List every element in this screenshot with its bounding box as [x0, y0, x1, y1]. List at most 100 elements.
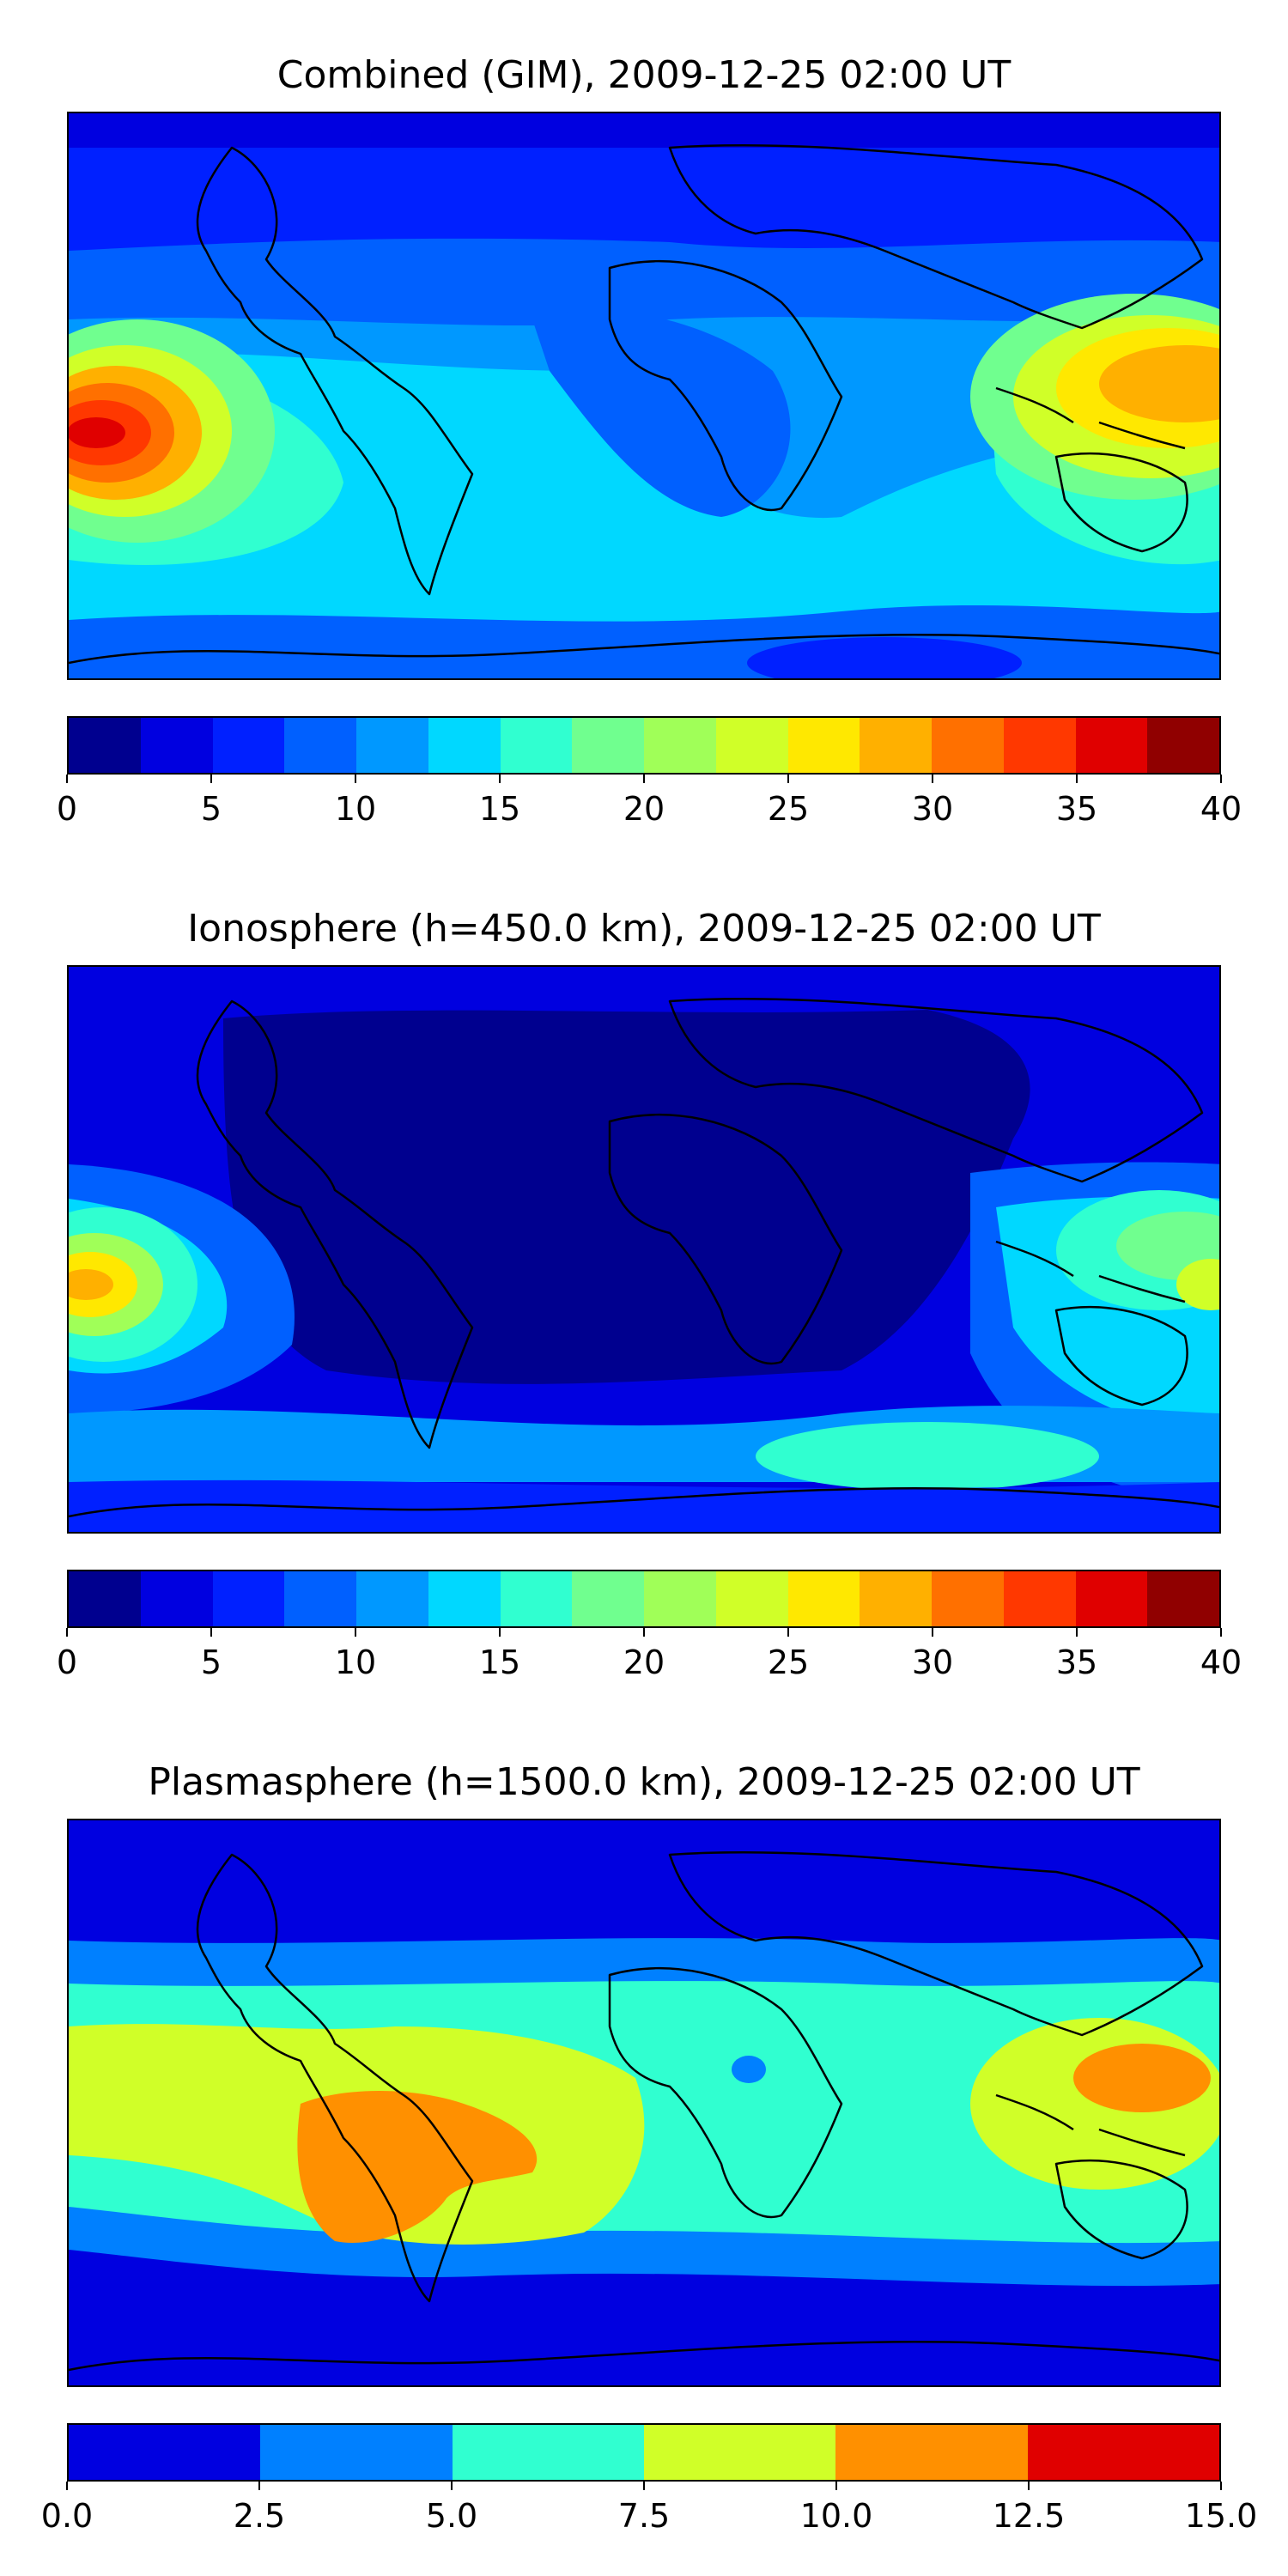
map-combined-gim [67, 112, 1221, 680]
colorbar-tick-label: 35 [1055, 1643, 1098, 1681]
colorbar-tick [643, 2482, 645, 2490]
colorbar-tick [355, 775, 356, 783]
colorbar-tick-label: 10 [334, 1643, 377, 1681]
colorbar-segment [69, 1571, 141, 1626]
colorbar-tick [66, 775, 68, 783]
colorbar-tick-label: 40 [1200, 1643, 1242, 1681]
colorbar-tick [643, 1628, 645, 1637]
colorbar-tick [451, 2482, 453, 2490]
colorbar-tick [643, 775, 645, 783]
colorbar-tick [787, 775, 789, 783]
panel-title-plasmasphere: Plasmasphere (h=1500.0 km), 2009-12-25 0… [148, 1760, 1140, 1804]
colorbar-segment [932, 1571, 1004, 1626]
colorbar-segment [643, 2425, 836, 2480]
colorbar-ticks-plasmasphere: 0.0 2.5 5.0 7.5 10.0 12.5 15.0 [41, 2482, 1257, 2535]
colorbar-tick-label: 25 [767, 790, 810, 828]
colorbar-segment [260, 2425, 453, 2480]
colorbar-tick [932, 775, 933, 783]
colorbar-segment [1147, 718, 1219, 773]
colorbar-tick [355, 1628, 356, 1637]
map-ionosphere [67, 965, 1221, 1534]
colorbar-segment [212, 718, 285, 773]
colorbar-segment [284, 1571, 356, 1626]
colorbar-segment [69, 718, 141, 773]
colorbar-plasmasphere [67, 2423, 1221, 2482]
colorbar-tick-label: 30 [911, 790, 954, 828]
colorbar-segment [1075, 1571, 1148, 1626]
colorbar-tick [1028, 2482, 1030, 2490]
colorbar-tick-label: 0 [56, 1643, 78, 1681]
colorbar-tick-label: 10.0 [799, 2497, 873, 2535]
colorbar-tick [66, 2482, 68, 2490]
colorbar-segment [644, 1571, 716, 1626]
colorbar-tick [1220, 775, 1222, 783]
colorbar-tick [499, 1628, 501, 1637]
colorbar-segment [140, 1571, 213, 1626]
colorbar-segment [428, 1571, 501, 1626]
colorbar-tick-label: 5 [200, 790, 222, 828]
colorbar-tick [210, 1628, 212, 1637]
colorbar-segment [1027, 2425, 1219, 2480]
colorbar-tick-label: 0.0 [40, 2497, 94, 2535]
colorbar-tick-label: 15.0 [1184, 2497, 1258, 2535]
colorbar-segment [356, 718, 428, 773]
colorbar-tick [835, 2482, 837, 2490]
colorbar-segment [500, 1571, 573, 1626]
colorbar-tick-label: 5 [200, 1643, 222, 1681]
colorbar-tick-label: 7.5 [617, 2497, 671, 2535]
colorbar-tick [66, 1628, 68, 1637]
map-plasmasphere [67, 1819, 1221, 2387]
colorbar-segment [835, 2425, 1028, 2480]
colorbar-segment [1003, 1571, 1076, 1626]
colorbar-tick-label: 2.5 [233, 2497, 286, 2535]
colorbar-segment [212, 1571, 285, 1626]
colorbar-tick-label: 15 [478, 1643, 521, 1681]
colorbar-segment [932, 718, 1004, 773]
colorbar-segment [860, 1571, 932, 1626]
colorbar-ticks-ionosphere: 0 5 10 15 20 25 30 35 40 [57, 1628, 1242, 1681]
colorbar-tick [1220, 2482, 1222, 2490]
colorbar-segment [644, 718, 716, 773]
colorbar-segment [428, 718, 501, 773]
colorbar-segment [715, 718, 788, 773]
panel-title-combined: Combined (GIM), 2009-12-25 02:00 UT [276, 53, 1012, 97]
colorbar-segment [1003, 718, 1076, 773]
colorbar-tick [258, 2482, 260, 2490]
colorbar-segment [140, 718, 213, 773]
colorbar-tick [499, 775, 501, 783]
colorbar-tick-label: 10 [334, 790, 377, 828]
colorbar-ionosphere [67, 1570, 1221, 1628]
colorbar-segment [787, 718, 860, 773]
colorbar-tick [1076, 1628, 1078, 1637]
colorbar-tick-label: 12.5 [992, 2497, 1066, 2535]
colorbar-tick-label: 30 [911, 1643, 954, 1681]
colorbar-tick-label: 20 [623, 790, 665, 828]
colorbar-tick-label: 25 [767, 1643, 810, 1681]
colorbar-segment [572, 1571, 644, 1626]
colorbar-combined [67, 716, 1221, 775]
colorbar-tick-label: 40 [1200, 790, 1242, 828]
colorbar-segment [572, 718, 644, 773]
colorbar-segment [500, 718, 573, 773]
colorbar-tick-label: 20 [623, 1643, 665, 1681]
colorbar-tick-label: 0 [56, 790, 78, 828]
colorbar-tick-label: 35 [1055, 790, 1098, 828]
colorbar-tick [1220, 1628, 1222, 1637]
colorbar-segment [1075, 718, 1148, 773]
colorbar-segment [284, 718, 356, 773]
colorbar-tick-label: 5.0 [425, 2497, 478, 2535]
colorbar-segment [715, 1571, 788, 1626]
colorbar-tick [932, 1628, 933, 1637]
colorbar-ticks-combined: 0 5 10 15 20 25 30 35 40 [57, 775, 1242, 828]
colorbar-tick [787, 1628, 789, 1637]
colorbar-segment [860, 718, 932, 773]
colorbar-tick [210, 775, 212, 783]
colorbar-tick [1076, 775, 1078, 783]
colorbar-segment [452, 2425, 644, 2480]
colorbar-segment [69, 2425, 261, 2480]
colorbar-segment [1147, 1571, 1219, 1626]
colorbar-segment [787, 1571, 860, 1626]
colorbar-tick-label: 15 [478, 790, 521, 828]
colorbar-segment [356, 1571, 428, 1626]
panel-title-ionosphere: Ionosphere (h=450.0 km), 2009-12-25 02:0… [187, 907, 1101, 951]
